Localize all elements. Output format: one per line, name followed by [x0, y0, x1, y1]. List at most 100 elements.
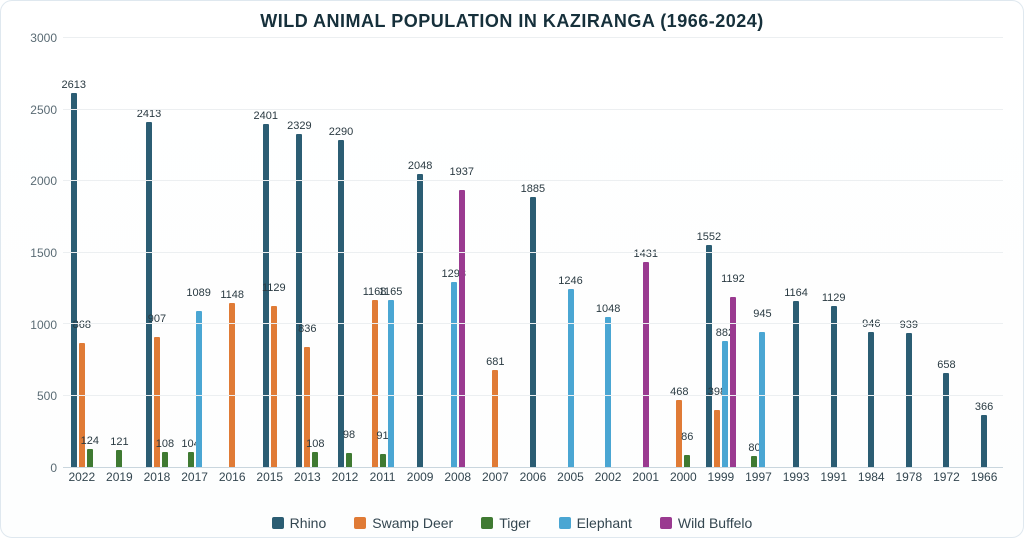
bars: 80945 — [751, 38, 765, 467]
bar-value-label: 1089 — [186, 288, 210, 301]
legend-label: Tiger — [499, 515, 530, 531]
x-tick-label: 1997 — [740, 470, 778, 484]
chart-container: WILD ANIMAL POPULATION IN KAZIRANGA (196… — [0, 0, 1024, 538]
bar-group: 1431 — [627, 38, 665, 467]
y-tick-label: 2500 — [30, 103, 57, 117]
legend-swatch — [481, 517, 493, 529]
bar-group: 2613868124 — [63, 38, 101, 467]
x-tick-label: 2016 — [213, 470, 251, 484]
x-tick-label: 2015 — [251, 470, 289, 484]
bar-rhino: 2413 — [146, 122, 152, 467]
bar-tiger: 108 — [162, 452, 168, 467]
bars: 1148 — [229, 38, 235, 467]
bars: 1168911165 — [372, 38, 394, 467]
bar-group: 366 — [965, 38, 1003, 467]
bar-group: 1129 — [815, 38, 853, 467]
bar-value-label: 1048 — [596, 304, 620, 317]
bar-value-label: 2048 — [408, 161, 432, 174]
bar-rhino: 946 — [868, 332, 874, 467]
x-tick-label: 2017 — [176, 470, 214, 484]
bar-value-label: 836 — [298, 324, 316, 337]
x-tick-label: 2007 — [477, 470, 515, 484]
bar-tiger: 104 — [188, 452, 194, 467]
chart-title: WILD ANIMAL POPULATION IN KAZIRANGA (196… — [15, 11, 1009, 32]
y-tick-label: 1000 — [30, 318, 57, 332]
gridline — [63, 109, 1003, 110]
bars: 681 — [492, 38, 498, 467]
bar-group: 2329836 108 — [289, 38, 327, 467]
x-tick-label: 2000 — [665, 470, 703, 484]
bar-value-label: 1164 — [784, 288, 808, 301]
bar-wild_buffelo: 1937 — [459, 190, 465, 467]
x-tick-label: 1993 — [777, 470, 815, 484]
bar-elephant: 882 — [722, 341, 728, 467]
gridline — [63, 395, 1003, 396]
bar-group: 946 — [852, 38, 890, 467]
gridline — [63, 323, 1003, 324]
bar-group: 2413907 108 — [138, 38, 176, 467]
bars: 1041089 — [188, 38, 202, 467]
gridline — [63, 252, 1003, 253]
bar-value-label: 108 — [306, 439, 324, 452]
bar-value-label: 939 — [900, 320, 918, 333]
bar-tiger: 91 — [380, 454, 386, 467]
legend-swatch — [272, 517, 284, 529]
x-tick-label: 2009 — [401, 470, 439, 484]
bar-groups: 2613868124121241390710810410891148240111… — [63, 38, 1003, 467]
legend-item-wild_buffelo: Wild Buffelo — [660, 515, 752, 531]
bars: 1885 — [530, 38, 536, 467]
bars: 939 — [906, 38, 912, 467]
bar-group: 1164 — [777, 38, 815, 467]
bar-value-label: 366 — [975, 402, 993, 415]
x-tick-label: 1972 — [928, 470, 966, 484]
bar-group: 1148 — [213, 38, 251, 467]
bar-group: 1246 — [552, 38, 590, 467]
bar-tiger: 124 — [87, 449, 93, 467]
bar-rhino: 2290 — [338, 140, 344, 467]
bar-wild_buffelo: 1431 — [643, 262, 649, 467]
x-tick-label: 1966 — [965, 470, 1003, 484]
bar-group: 12931937 — [439, 38, 477, 467]
bar-rhino: 2613 — [71, 93, 77, 467]
bar-elephant: 1048 — [605, 317, 611, 467]
bar-value-label: 1148 — [220, 290, 244, 303]
legend-item-swamp_deer: Swamp Deer — [354, 515, 453, 531]
bar-group: 24011129 — [251, 38, 289, 467]
legend-swatch — [559, 517, 571, 529]
x-tick-label: 2019 — [101, 470, 139, 484]
bar-rhino: 1164 — [793, 301, 799, 467]
x-tick-label: 1999 — [702, 470, 740, 484]
bar-tiger: 108 — [312, 452, 318, 467]
bar-rhino: 366 — [981, 415, 987, 467]
bar-value-label: 91 — [376, 431, 388, 444]
x-tick-label: 2005 — [552, 470, 590, 484]
x-tick-label: 2008 — [439, 470, 477, 484]
bar-value-label: 1552 — [697, 232, 721, 245]
bar-group: 1885 — [514, 38, 552, 467]
plot-area-wrap: 050010001500200025003000 261386812412124… — [15, 38, 1009, 468]
bar-group: 939 — [890, 38, 928, 467]
bar-group: 1168911165 — [364, 38, 402, 467]
bars: 15523988821192 — [706, 38, 736, 467]
bars: 1048 — [605, 38, 611, 467]
y-tick-label: 3000 — [30, 31, 57, 45]
bar-group: 46886 — [665, 38, 703, 467]
x-tick-label: 2002 — [589, 470, 627, 484]
y-tick-label: 0 — [50, 461, 57, 475]
legend-label: Swamp Deer — [372, 515, 453, 531]
bar-value-label: 98 — [343, 430, 355, 443]
bar-elephant: 945 — [759, 332, 765, 467]
bars: 946 — [868, 38, 874, 467]
x-tick-label: 2001 — [627, 470, 665, 484]
bar-rhino: 2329 — [296, 134, 302, 467]
bar-value-label: 946 — [862, 319, 880, 332]
bars: 1246 — [568, 38, 574, 467]
bar-swamp_deer: 398 — [714, 410, 720, 467]
bar-elephant: 1089 — [196, 311, 202, 467]
bars: 658 — [943, 38, 949, 467]
bar-group: 1048 — [589, 38, 627, 467]
bar-value-label: 681 — [486, 357, 504, 370]
bar-value-label: 2613 — [62, 80, 86, 93]
bar-value-label: 907 — [148, 314, 166, 327]
bar-value-label: 124 — [81, 436, 99, 449]
